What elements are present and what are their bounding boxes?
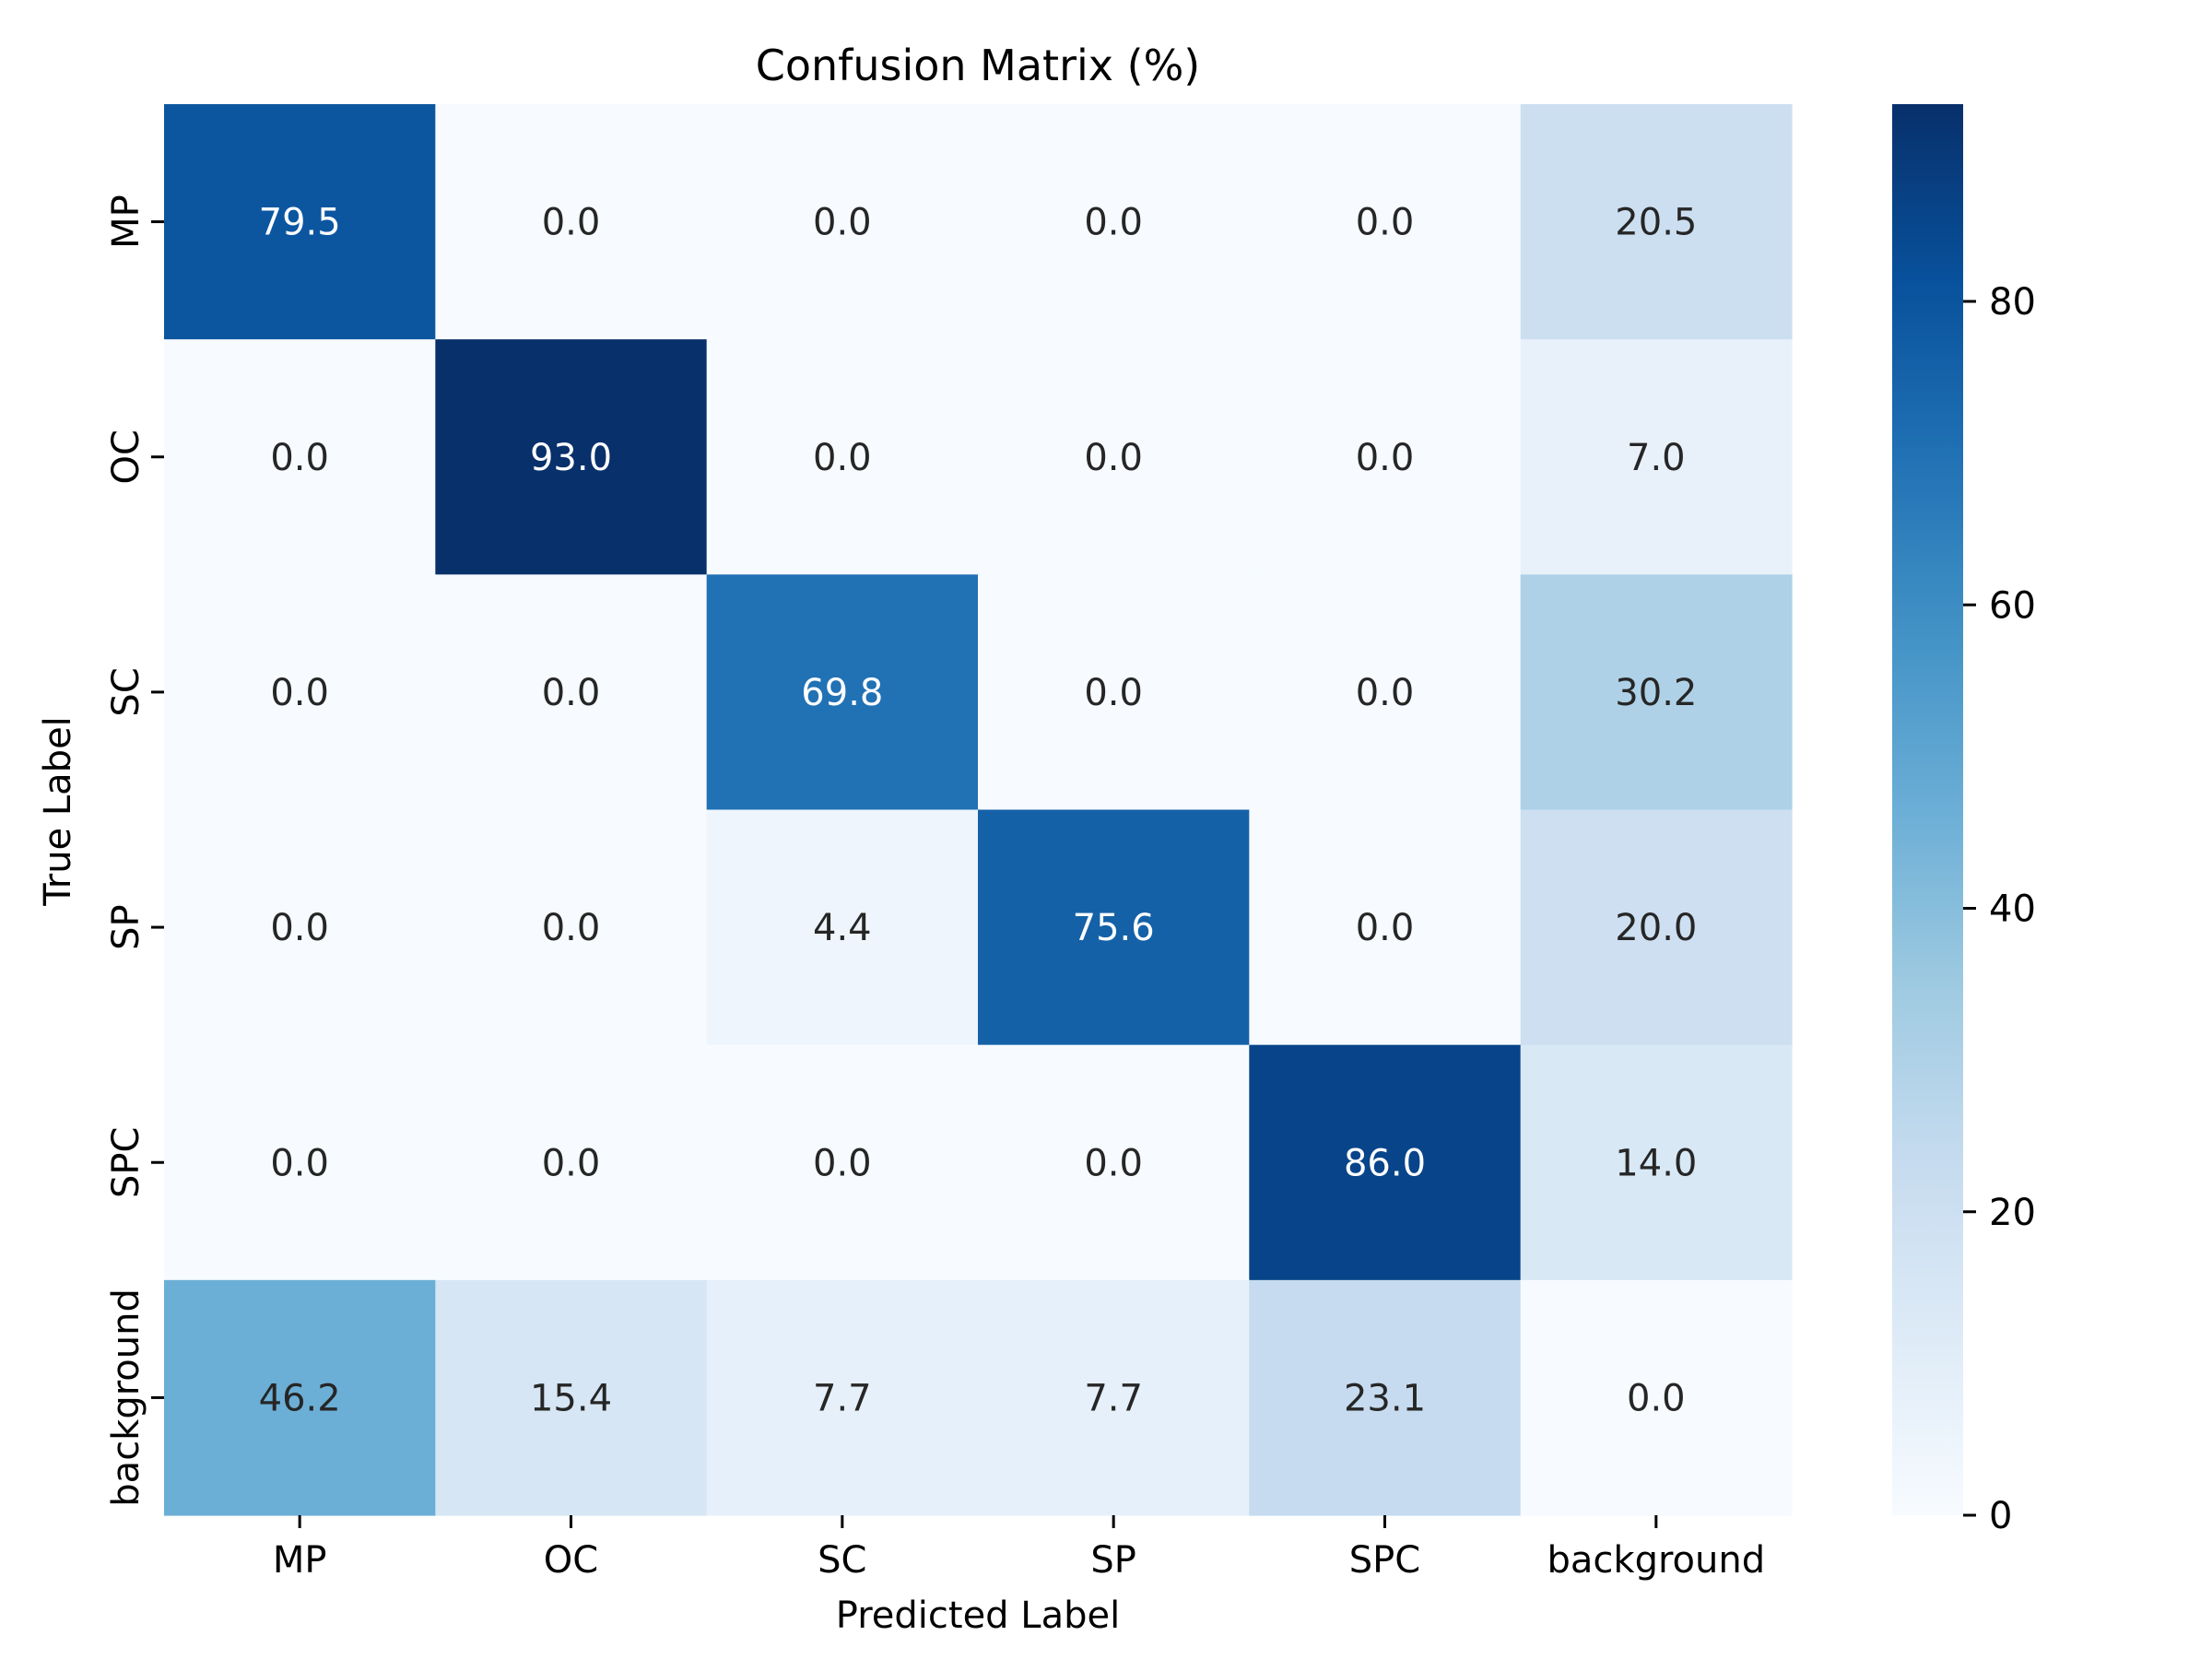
cell-value-label: 86.0 — [1344, 1142, 1426, 1184]
x-axis-label: Predicted Label — [836, 1594, 1120, 1637]
cell-value-label: 0.0 — [1356, 672, 1415, 714]
cell-value-label: 0.0 — [542, 1142, 601, 1184]
cell-value-label: 7.7 — [1084, 1377, 1143, 1419]
cell-value-label: 0.0 — [813, 437, 872, 479]
cell-value-label: 0.0 — [1084, 437, 1143, 479]
heatmap-cell — [1249, 809, 1522, 1046]
colorbar-ticks: 0 20 40 60 80 — [1963, 281, 2036, 1537]
cell-value-label: 46.2 — [259, 1377, 341, 1419]
x-tick-label: SPC — [1349, 1539, 1420, 1582]
x-tick-label: SC — [818, 1539, 866, 1582]
heatmap-cell — [164, 574, 436, 811]
cell-value-label: 0.0 — [1356, 907, 1415, 949]
heatmap-cell — [1520, 1279, 1793, 1516]
y-tick-label: OC — [105, 429, 147, 484]
heatmap-cell — [435, 1279, 708, 1516]
heatmap-cell — [1520, 104, 1793, 340]
heatmap-cell — [978, 104, 1250, 340]
cell-value-label: 0.0 — [1084, 1142, 1143, 1184]
heatmap-cell — [164, 1279, 436, 1516]
cell-value-label: 0.0 — [1627, 1377, 1686, 1419]
cell-value-label: 4.4 — [813, 907, 872, 949]
x-tick-label: OC — [544, 1539, 598, 1582]
heatmap-cell — [1520, 574, 1793, 811]
cell-value-label: 0.0 — [270, 672, 329, 714]
heatmap-cell — [706, 104, 979, 340]
heatmap-cell — [435, 1044, 708, 1281]
y-axis-ticks: MP OC SC SP SPC background — [105, 194, 164, 1507]
heatmap-cell — [164, 809, 436, 1046]
y-tick-label: SC — [105, 667, 147, 716]
heatmap-cell — [978, 1279, 1250, 1516]
colorbar-tick-label: 20 — [1989, 1192, 2036, 1234]
cell-value-label: 20.5 — [1615, 202, 1697, 244]
y-tick-label: background — [105, 1288, 147, 1507]
heatmap-cell — [706, 809, 979, 1046]
heatmap-cell — [435, 339, 708, 575]
cell-value-label: 0.0 — [270, 1142, 329, 1184]
y-tick-label: SP — [105, 904, 147, 950]
cell-value-label: 0.0 — [1356, 202, 1415, 244]
heatmap-cell — [435, 574, 708, 811]
cell-value-label: 0.0 — [1084, 202, 1143, 244]
heatmap-cell — [706, 1044, 979, 1281]
heatmap-cell — [1249, 1279, 1522, 1516]
heatmap-cell — [706, 1279, 979, 1516]
colorbar-tick-label: 80 — [1989, 281, 2036, 324]
cell-value-label: 75.6 — [1073, 907, 1155, 949]
x-axis-ticks: MP OC SC SP SPC background — [273, 1515, 1765, 1582]
cell-value-label: 69.8 — [801, 672, 883, 714]
heatmap-cell — [1249, 574, 1522, 811]
heatmap-cell — [978, 1044, 1250, 1281]
cell-value-label: 0.0 — [542, 672, 601, 714]
cell-value-label: 0.0 — [813, 202, 872, 244]
cell-value-label: 0.0 — [1084, 672, 1143, 714]
heatmap-cell — [435, 809, 708, 1046]
cell-value-label: 0.0 — [270, 907, 329, 949]
colorbar-tick-label: 0 — [1989, 1495, 2012, 1537]
colorbar — [1892, 104, 1963, 1515]
x-tick-label: SP — [1090, 1539, 1136, 1582]
heatmap-cell — [1520, 1044, 1793, 1281]
heatmap-cell — [978, 339, 1250, 575]
colorbar-tick-label: 40 — [1989, 888, 2036, 931]
heatmap-cell — [164, 1044, 436, 1281]
cell-value-label: 7.0 — [1627, 437, 1686, 479]
x-tick-label: background — [1547, 1539, 1766, 1582]
cell-value-label: 0.0 — [1356, 437, 1415, 479]
heatmap-cell — [1249, 339, 1522, 575]
heatmap-cells: 79.5 0.0 0.0 0.0 0.0 20.5 0.0 93.0 0.0 0.0 0.0 7.0 0… — [164, 104, 1793, 1516]
x-tick-label: MP — [273, 1539, 327, 1582]
cell-value-label: 0.0 — [270, 437, 329, 479]
heatmap-cell — [1249, 104, 1522, 340]
cell-value-label: 15.4 — [530, 1377, 612, 1419]
y-axis-label: True Label — [37, 716, 79, 907]
cell-value-label: 20.0 — [1615, 907, 1697, 949]
chart-title: Confusion Matrix (%) — [756, 41, 1200, 90]
heatmap-cell — [1249, 1044, 1522, 1281]
cell-value-label: 0.0 — [542, 202, 601, 244]
cell-value-label: 23.1 — [1344, 1377, 1426, 1419]
cell-value-label: 93.0 — [530, 437, 612, 479]
heatmap-cell — [978, 809, 1250, 1046]
heatmap-cell — [1520, 339, 1793, 575]
heatmap-cell — [435, 104, 708, 340]
heatmap-cell — [164, 339, 436, 575]
heatmap-cell — [1520, 809, 1793, 1046]
cell-value-label: 0.0 — [813, 1142, 872, 1184]
colorbar-tick-label: 60 — [1989, 584, 2036, 627]
y-tick-label: MP — [105, 194, 147, 249]
heatmap-cell — [978, 574, 1250, 811]
cell-value-label: 0.0 — [542, 907, 601, 949]
heatmap-cell — [164, 104, 436, 340]
heatmap-cell — [706, 574, 979, 811]
cell-value-label: 79.5 — [259, 202, 341, 244]
y-tick-label: SPC — [105, 1127, 147, 1198]
cell-value-label: 14.0 — [1615, 1142, 1697, 1184]
cell-value-label: 30.2 — [1615, 672, 1697, 714]
cell-value-label: 7.7 — [813, 1377, 872, 1419]
heatmap-cell — [706, 339, 979, 575]
